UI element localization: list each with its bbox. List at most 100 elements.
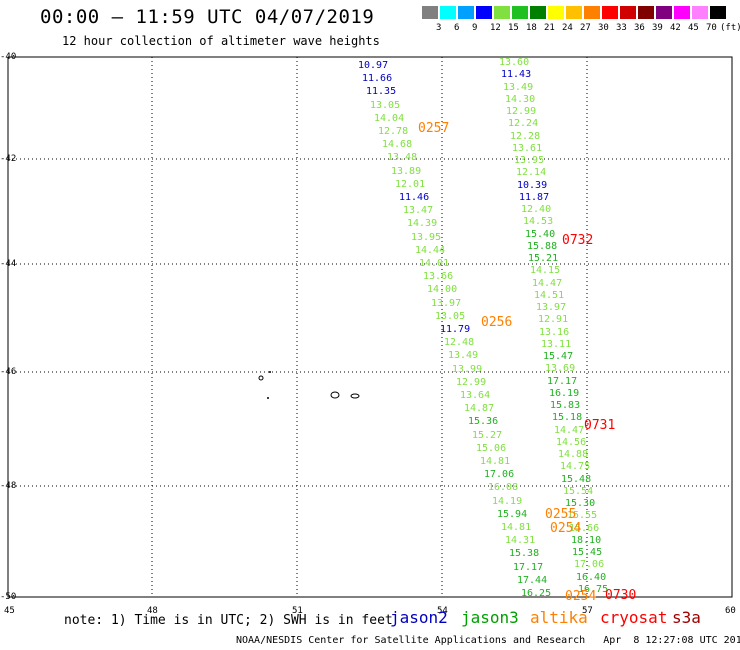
wave-height-value: 11.79 bbox=[440, 324, 471, 335]
wave-height-value: 15.30 bbox=[565, 498, 596, 509]
color-scale-label: 70 bbox=[706, 23, 717, 33]
wave-height-value: 11.43 bbox=[501, 69, 532, 80]
color-scale-swatch bbox=[584, 6, 600, 19]
wave-height-value: 13.66 bbox=[423, 271, 454, 282]
wave-height-value: 13.89 bbox=[391, 166, 422, 177]
wave-height-value: 14.47 bbox=[554, 425, 585, 436]
color-scale-label: 42 bbox=[670, 23, 681, 33]
pass-time-label: 0254 bbox=[550, 521, 582, 536]
wave-height-value: 13.64 bbox=[460, 390, 491, 401]
color-scale-label: 24 bbox=[562, 23, 573, 33]
color-scale-swatch bbox=[602, 6, 618, 19]
wave-height-value: 15.27 bbox=[472, 430, 503, 441]
wave-height-value: 11.66 bbox=[362, 73, 393, 84]
wave-height-value: 15.83 bbox=[550, 400, 581, 411]
wave-height-value: 14.81 bbox=[501, 522, 532, 533]
wave-height-value: 14.00 bbox=[427, 284, 458, 295]
color-scale-label: 39 bbox=[652, 23, 663, 33]
wave-height-value: 12.48 bbox=[444, 337, 475, 348]
wave-height-value: 14.53 bbox=[523, 216, 554, 227]
island-outlines bbox=[258, 371, 360, 399]
wave-height-value: 15.18 bbox=[552, 412, 583, 423]
wave-height-value: 13.47 bbox=[403, 205, 434, 216]
wave-height-value: 14.88 bbox=[558, 449, 589, 460]
wave-height-value: 17.17 bbox=[547, 376, 578, 387]
pass-time-label: 0256 bbox=[481, 315, 513, 330]
color-scale-label: 30 bbox=[598, 23, 609, 33]
map-border bbox=[7, 56, 733, 598]
wave-height-value: 15.55 bbox=[567, 510, 598, 521]
color-scale-swatch bbox=[512, 6, 528, 19]
satellite-legend-jason3: jason3 bbox=[461, 608, 519, 627]
longitude-tick-label: 45 bbox=[4, 606, 15, 616]
latitude-tick-label: -42 bbox=[0, 154, 17, 164]
pass-time-label: 0732 bbox=[562, 233, 594, 248]
wave-height-value: 11.35 bbox=[366, 86, 397, 97]
latitude-tick-label: -46 bbox=[0, 367, 17, 377]
wave-height-value: 16.08 bbox=[488, 482, 519, 493]
wave-height-value: 13.99 bbox=[452, 364, 483, 375]
wave-height-value: 17.44 bbox=[517, 575, 548, 586]
longitude-tick-label: 48 bbox=[147, 606, 158, 616]
color-scale-swatch bbox=[674, 6, 690, 19]
color-scale-swatch bbox=[530, 6, 546, 19]
map-title: 00:00 – 11:59 UTC 04/07/2019 bbox=[40, 6, 375, 28]
pass-time-label: 0255 bbox=[545, 507, 577, 522]
wave-height-value: 15.36 bbox=[468, 416, 499, 427]
wave-height-value: 15.94 bbox=[497, 509, 528, 520]
color-scale-swatch bbox=[458, 6, 474, 19]
wave-height-value: 12.99 bbox=[506, 106, 537, 117]
color-scale-swatch bbox=[710, 6, 726, 19]
wave-height-value: 15.48 bbox=[561, 474, 592, 485]
wave-height-value: 13.60 bbox=[499, 57, 530, 68]
satellite-legend-jason2: jason2 bbox=[390, 608, 448, 627]
island-outline bbox=[258, 375, 264, 381]
wave-height-value: 13.61 bbox=[512, 143, 543, 154]
wave-height-value: 13.05 bbox=[370, 100, 401, 111]
latitude-tick-label: -44 bbox=[0, 259, 17, 269]
wave-height-value: 13.95 bbox=[411, 232, 442, 243]
wave-height-value: 12.99 bbox=[456, 377, 487, 388]
wave-height-value: 12.14 bbox=[516, 167, 547, 178]
satellite-legend-altika: altika bbox=[530, 608, 588, 627]
color-scale-label: 15 bbox=[508, 23, 519, 33]
units-note: note: 1) Time is in UTC; 2) SWH is in fe… bbox=[64, 613, 393, 628]
wave-height-value: 13.69 bbox=[545, 363, 576, 374]
wave-height-value: 12.28 bbox=[510, 131, 541, 142]
wave-height-value: 14.15 bbox=[530, 265, 561, 276]
wave-height-value: 17.17 bbox=[513, 562, 544, 573]
color-scale-label: 21 bbox=[544, 23, 555, 33]
color-scale-swatch bbox=[548, 6, 564, 19]
wave-height-value: 13.48 bbox=[387, 152, 418, 163]
island-outline bbox=[330, 391, 340, 399]
wave-height-value: 15.40 bbox=[525, 229, 556, 240]
wave-height-value: 12.01 bbox=[395, 179, 426, 190]
wave-height-value: 16.75 bbox=[578, 584, 609, 595]
wave-height-value: 11.46 bbox=[399, 192, 430, 203]
color-scale-swatch bbox=[620, 6, 636, 19]
longitude-tick-label: 54 bbox=[437, 606, 448, 616]
satellite-legend-s3a: s3a bbox=[672, 608, 701, 627]
wave-height-value: 13.49 bbox=[503, 82, 534, 93]
wave-height-value: 14.04 bbox=[374, 113, 405, 124]
color-scale-swatch bbox=[638, 6, 654, 19]
color-scale-label: 27 bbox=[580, 23, 591, 33]
wave-height-value: 15.47 bbox=[543, 351, 574, 362]
wave-height-value: 15.38 bbox=[509, 548, 540, 559]
wave-height-value: 16.25 bbox=[521, 588, 552, 599]
color-scale-swatch bbox=[692, 6, 708, 19]
wave-height-value: 14.81 bbox=[480, 456, 511, 467]
wave-height-value: 13.11 bbox=[541, 339, 572, 350]
color-scale-label: 9 bbox=[472, 23, 478, 33]
wave-height-value: 12.91 bbox=[538, 314, 569, 325]
pass-time-label: 0257 bbox=[418, 121, 450, 136]
latitude-tick-label: -48 bbox=[0, 481, 17, 491]
island-outline bbox=[350, 393, 360, 399]
wave-height-value: 17.06 bbox=[484, 469, 515, 480]
satellite-legend-cryosat: cryosat bbox=[600, 608, 668, 627]
wave-height-value: 15.66 bbox=[569, 523, 600, 534]
wave-height-value: 17.06 bbox=[574, 559, 605, 570]
wave-height-value: 12.40 bbox=[521, 204, 552, 215]
color-scale-swatch bbox=[566, 6, 582, 19]
